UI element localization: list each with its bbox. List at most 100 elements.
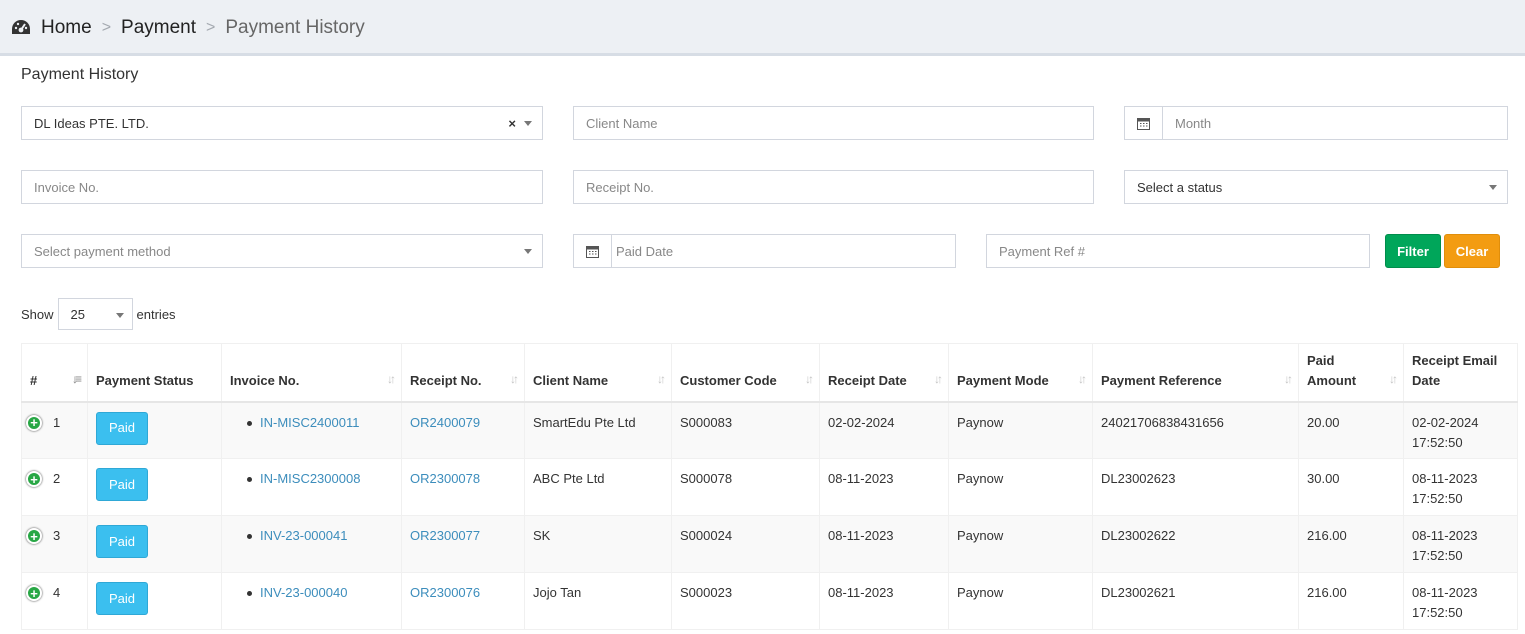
chevron-down-icon <box>524 248 532 254</box>
sort-icon: ↓↑ <box>1389 371 1398 386</box>
receipt-date-cell: 08-11-2023 <box>819 458 949 516</box>
page-title: Payment History <box>21 66 139 83</box>
column-header-payment-status: Payment Status <box>87 343 222 403</box>
clear-selection-icon[interactable]: × <box>508 115 516 131</box>
client-name-input[interactable]: Client Name <box>573 106 1094 140</box>
status-select-placeholder: Select a status <box>1137 179 1223 195</box>
dashboard-icon <box>11 17 33 39</box>
receipt-link[interactable]: OR2300076 <box>410 585 481 600</box>
payment-mode-cell: Paynow <box>948 515 1093 573</box>
column-header-receipt-email-date[interactable]: Receipt Email Date <box>1403 343 1518 403</box>
sort-icon: ↓↑ <box>1078 371 1087 386</box>
column-header-payment-mode[interactable]: Payment Mode ↓↑ <box>948 343 1093 403</box>
filter-button[interactable]: Filter <box>1385 234 1441 268</box>
table-row: +1 Paid IN-MISC2400011 OR2400079 SmartEd… <box>21 401 1518 459</box>
breadcrumb: Home > Payment > Payment History <box>11 17 365 39</box>
invoice-link[interactable]: IN-MISC2300008 <box>260 471 361 486</box>
breadcrumb-separator: > <box>206 19 216 36</box>
expand-row-icon[interactable]: + <box>26 471 42 487</box>
receipt-date-cell: 02-02-2024 <box>819 401 949 459</box>
expand-row-icon[interactable]: + <box>26 585 42 601</box>
column-header-receipt-no[interactable]: Receipt No. ↓↑ <box>401 343 525 403</box>
payment-mode-cell: Paynow <box>948 572 1093 630</box>
status-select[interactable]: Select a status <box>1124 170 1508 204</box>
receipt-no-placeholder: Receipt No. <box>586 179 654 195</box>
entries-length-select[interactable]: 25 <box>57 298 133 330</box>
sort-icon: ↓↑ <box>387 371 396 386</box>
payment-reference-cell: DL23002623 <box>1092 458 1299 516</box>
chevron-down-icon <box>115 313 124 318</box>
entries-length-value: 25 <box>70 306 85 322</box>
receipt-date-cell: 08-11-2023 <box>819 572 949 630</box>
table-row: +4 Paid INV-23-000040 OR2300076 Jojo Tan… <box>21 572 1518 630</box>
column-header-receipt-date[interactable]: Receipt Date ↓↑ <box>819 343 949 403</box>
payment-method-placeholder: Select payment method <box>34 243 171 259</box>
invoice-link[interactable]: IN-MISC2400011 <box>260 414 360 430</box>
invoice-link[interactable]: INV-23-000040 <box>260 585 348 600</box>
invoice-link[interactable]: INV-23-000041 <box>260 528 348 543</box>
payment-method-select[interactable]: Select payment method <box>21 234 543 268</box>
entries-length-control: Show 25 entries <box>21 298 176 330</box>
paid-amount-cell: 20.00 <box>1298 401 1404 459</box>
table-header-row: # ↓≡ Payment Status Invoice No. ↓↑ Receipt… <box>21 343 1518 403</box>
breadcrumb-payment-link[interactable]: Payment <box>121 17 197 38</box>
status-badge: Paid <box>96 525 148 558</box>
client-name-placeholder: Client Name <box>586 115 658 131</box>
row-number: 3 <box>53 528 61 543</box>
paid-date-input[interactable]: Paid Date <box>573 234 956 268</box>
receipt-link[interactable]: OR2400079 <box>410 414 481 430</box>
column-header-payment-reference[interactable]: Payment Reference ↓↑ <box>1092 343 1299 403</box>
client-name-cell: SmartEdu Pte Ltd <box>524 401 672 459</box>
receipt-no-input[interactable]: Receipt No. <box>573 170 1094 204</box>
payment-ref-placeholder: Payment Ref # <box>999 243 1085 259</box>
paid-amount-cell: 30.00 <box>1298 458 1404 516</box>
customer-code-cell: S000024 <box>671 515 820 573</box>
column-header-paid-amount[interactable]: Paid Amount ↓↑ <box>1298 343 1404 403</box>
expand-row-icon[interactable]: + <box>26 414 42 431</box>
sort-icon: ↓↑ <box>805 371 814 386</box>
status-badge: Paid <box>96 411 148 445</box>
breadcrumb-separator: > <box>101 19 112 36</box>
column-header-number[interactable]: # ↓≡ <box>21 343 88 403</box>
receipt-email-date-cell: 08-11-2023 17:52:50 <box>1403 572 1518 630</box>
calendar-icon[interactable] <box>1125 107 1163 139</box>
sort-icon: ↓↑ <box>1284 371 1293 386</box>
receipt-link[interactable]: OR2300077 <box>410 528 481 543</box>
payment-history-table: # ↓≡ Payment Status Invoice No. ↓↑ Receipt… <box>21 343 1518 630</box>
top-bar: Home > Payment > Payment History <box>0 0 1525 56</box>
payment-reference-cell: DL23002621 <box>1092 572 1299 630</box>
payment-ref-input[interactable]: Payment Ref # <box>986 234 1370 268</box>
payment-reference-cell: DL23002622 <box>1092 515 1299 573</box>
entries-label: entries <box>136 306 176 322</box>
invoice-no-input[interactable]: Invoice No. <box>21 170 543 204</box>
invoice-no-placeholder: Invoice No. <box>34 179 100 195</box>
sort-icon: ↓↑ <box>934 371 943 386</box>
sort-icon: ↓↑ <box>657 371 666 386</box>
expand-row-icon[interactable]: + <box>26 528 42 544</box>
receipt-link[interactable]: OR2300078 <box>410 471 481 486</box>
status-badge: Paid <box>96 582 148 615</box>
chevron-down-icon <box>524 120 532 126</box>
sort-icon: ↓↑ <box>510 371 519 386</box>
month-input[interactable]: Month <box>1124 106 1508 140</box>
column-header-client-name[interactable]: Client Name ↓↑ <box>524 343 672 403</box>
main-content: Payment History DL Ideas PTE. LTD. × Cli… <box>11 56 1525 634</box>
customer-code-cell: S000083 <box>671 401 820 459</box>
paid-amount-cell: 216.00 <box>1298 515 1404 573</box>
payment-mode-cell: Paynow <box>948 401 1093 459</box>
payment-mode-cell: Paynow <box>948 458 1093 516</box>
company-select[interactable]: DL Ideas PTE. LTD. × <box>21 106 543 140</box>
row-number: 4 <box>53 585 61 600</box>
table-row: +3 Paid INV-23-000041 OR2300077 SK S0000… <box>21 515 1518 573</box>
client-name-cell: SK <box>524 515 672 573</box>
row-number: 2 <box>53 471 61 486</box>
client-name-cell: Jojo Tan <box>524 572 672 630</box>
clear-button[interactable]: Clear <box>1444 234 1500 268</box>
calendar-icon[interactable] <box>574 235 612 267</box>
column-header-invoice-no[interactable]: Invoice No. ↓↑ <box>221 343 402 403</box>
payment-reference-cell: 24021706838431656 <box>1092 401 1299 459</box>
paid-amount-cell: 216.00 <box>1298 572 1404 630</box>
column-header-customer-code[interactable]: Customer Code ↓↑ <box>671 343 820 403</box>
chevron-down-icon <box>1489 184 1497 190</box>
breadcrumb-home-link[interactable]: Home <box>41 17 92 38</box>
